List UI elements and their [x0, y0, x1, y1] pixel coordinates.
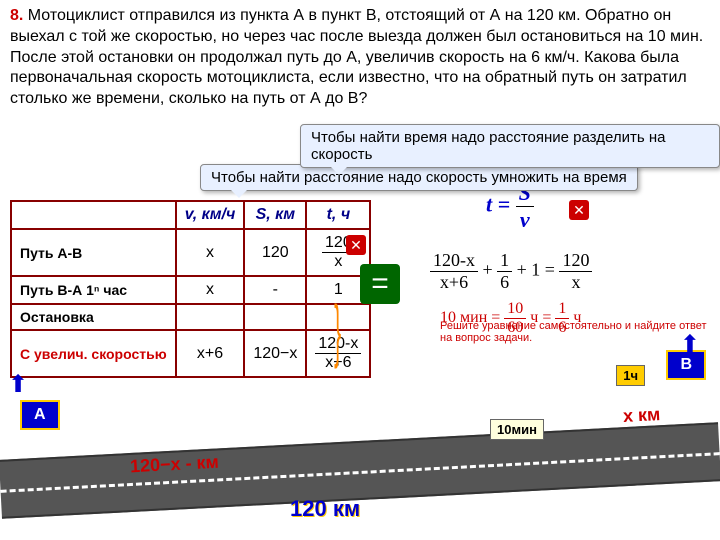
close-icon[interactable]: ✕	[346, 235, 366, 255]
table-header: v, км/ч S, км t, ч	[11, 201, 370, 229]
tooltip-time: Чтобы найти время надо расстояние раздел…	[300, 124, 720, 168]
instruction-note: Решите уравнение самостоятельно и найдит…	[440, 320, 720, 344]
problem-body: Мотоциклист отправился из пункта А в пун…	[10, 7, 703, 107]
table-row: Путь А-В x 120 120x	[11, 229, 370, 276]
main-equation: 120-xx+6 + 16 + 1 = 120x	[430, 250, 592, 293]
tooltip-distance: Чтобы найти расстояние надо скорость умн…	[200, 164, 638, 191]
problem-number: 8.	[10, 7, 23, 24]
data-table: v, км/ч S, км t, ч Путь А-В x 120 120x П…	[10, 200, 371, 378]
table-row: Остановка	[11, 304, 370, 330]
brace-icon: }	[334, 290, 341, 370]
sign-1hour: 1ч	[616, 365, 645, 386]
close-icon[interactable]: ✕	[569, 200, 589, 220]
equals-icon: =	[360, 264, 400, 304]
arrow-up-icon: ⬆	[8, 370, 28, 399]
table-row: Путь В-А 1ⁿ час x - 1	[11, 276, 370, 304]
col-t: t, ч	[306, 201, 370, 229]
problem-text: 8. Мотоциклист отправился из пункта А в …	[0, 0, 720, 116]
arrow-up-icon: ⬆	[680, 330, 700, 359]
distance-x: x км	[622, 404, 660, 427]
point-a: А	[20, 400, 60, 430]
distance-total: 120 км	[290, 496, 360, 522]
table-row: С увелич. скоростью x+6 120−x 120-xx+6	[11, 330, 370, 377]
col-s: S, км	[244, 201, 306, 229]
sign-10min: 10мин	[490, 419, 544, 440]
